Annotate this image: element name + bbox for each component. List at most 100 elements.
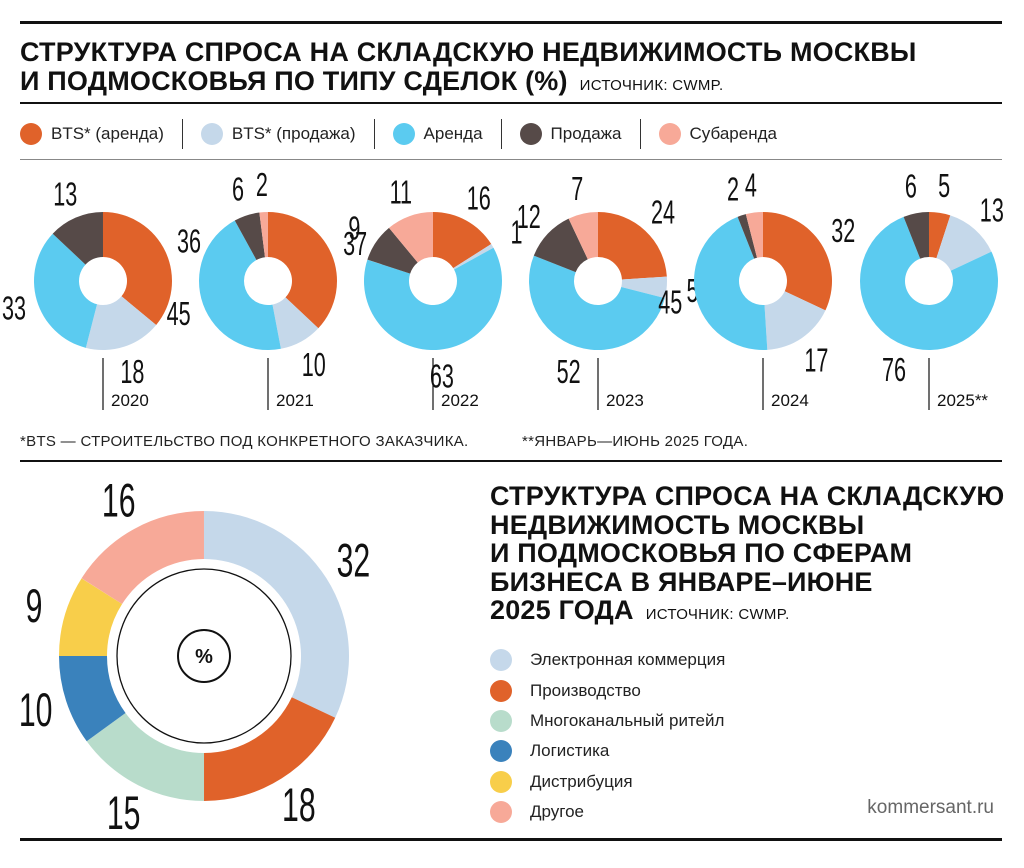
legend-label: Продажа [550, 124, 622, 143]
donut-2022-slice-sublease [389, 212, 433, 263]
donut-2022-label-sale: 9 [348, 209, 360, 247]
donut-2025-slice-rent [859, 216, 998, 350]
donut-2022-label-bts_rent: 16 [467, 179, 491, 217]
donut-2024-label-bts_rent: 32 [831, 211, 855, 249]
donut-2022-label-rent: 63 [430, 357, 454, 395]
donut-2020-slice-bts_sale [85, 296, 157, 351]
donut-2022-slice-rent [364, 247, 502, 350]
donut-2025-label-sale: 6 [905, 167, 917, 205]
legend2-item: Многоканальный ритейл [490, 706, 725, 736]
donut-2025-slice-sale [903, 212, 929, 259]
big-donut-slice-1 [204, 697, 336, 801]
legend2-label: Электронная коммерция [530, 650, 726, 670]
big-donut-slice-5 [81, 511, 204, 605]
donut-2021-label-sale: 6 [232, 170, 244, 208]
donut-2021-slice-sublease [259, 212, 268, 258]
donut-2023-slice-sale [533, 218, 588, 273]
legend2-swatch [490, 740, 512, 763]
legend2-swatch [490, 679, 512, 702]
legend2-label: Другое [530, 802, 585, 822]
bottom-rule [20, 838, 1002, 841]
legend2-item: Электронная коммерция [490, 645, 725, 675]
chart2-title-line2: НЕДВИЖИМОСТЬ МОСКВЫ [490, 509, 865, 540]
donut-2022-slice-bts_sale [453, 244, 494, 270]
legend2-label: Многоканальный ритейл [530, 710, 725, 730]
donut-2024-slice-sublease [745, 212, 763, 258]
legend2-label: Дистрибуция [530, 771, 633, 791]
legend-label: Аренда [423, 124, 483, 143]
donut-2022-label-bts_sale: 1 [510, 213, 522, 251]
chart1-title-line2: И ПОДМОСКОВЬЯ ПО ТИПУ СДЕЛОК (%) [20, 66, 568, 96]
legend2-item: Дистрибуция [490, 767, 725, 797]
legend-item-bts_sale: BTS* (продажа) [200, 123, 356, 145]
legend1-rule [20, 159, 1002, 160]
legend2-item: Производство [490, 675, 725, 705]
donut-2021-label-rent: 45 [167, 294, 191, 332]
donut-2021-slice-bts_rent [268, 212, 337, 329]
chart1-legend: BTS* (аренда) BTS* (продажа) Аренда Продажа… [20, 117, 777, 151]
donut-2024-slice-bts_sale [764, 291, 826, 350]
year-label-2020: 2020 [111, 391, 149, 410]
donut-2024-slice-bts_rent [763, 212, 832, 311]
year-label-2022: 2022 [441, 391, 479, 410]
donut-2025-label-bts_rent: 5 [938, 166, 950, 204]
big-donut-inner-ring [116, 568, 292, 744]
big-donut-slice-3 [59, 656, 126, 742]
legend-separator [181, 119, 183, 149]
year-label-2025: 2025** [937, 391, 988, 410]
footnote-2025: **ЯНВАРЬ—ИЮНЬ 2025 ГОДА. [522, 433, 749, 450]
section-rule [20, 460, 1002, 462]
legend2-item: Логистика [490, 736, 725, 766]
donut-2020-slice-sale [52, 212, 103, 265]
chart1-title: СТРУКТУРА СПРОСА НА СКЛАДСКУЮ НЕДВИЖИМОС… [20, 38, 917, 100]
chart2-title-line1: СТРУКТУРА СПРОСА НА СКЛАДСКУЮ [490, 481, 1005, 511]
year-label-2024: 2024 [771, 391, 809, 410]
donut-2020-label-sale: 13 [53, 175, 77, 213]
chart2-title-line3: И ПОДМОСКОВЬЯ ПО СФЕРАМ [490, 538, 913, 568]
footnote-bts: *BTS — СТРОИТЕЛЬСТВО ПОД КОНКРЕТНОГО ЗАК… [20, 433, 469, 450]
legend-separator [500, 119, 502, 149]
donut-2025-label-bts_sale: 13 [980, 191, 1004, 229]
donut-2023-label-bts_rent: 24 [651, 193, 675, 231]
chart2-title-line5: 2025 ГОДА [490, 595, 634, 625]
chart1-title-line1: СТРУКТУРА СПРОСА НА СКЛАДСКУЮ НЕДВИЖИМОС… [20, 37, 917, 67]
legend-swatch [519, 123, 542, 145]
legend-item-bts_rent: BTS* (аренда) [20, 123, 164, 145]
donut-2024-slice-rent [693, 216, 768, 350]
legend-swatch [20, 123, 42, 145]
donut-2021-slice-bts_sale [272, 297, 319, 349]
legend-label: Субаренда [689, 124, 777, 143]
top-rule [20, 21, 1002, 24]
percent-sign: % [195, 646, 213, 668]
donut-2022-slice-bts_rent [433, 212, 492, 269]
donut-2023-slice-sublease [568, 212, 598, 260]
legend2-item: Другое [490, 797, 725, 827]
donut-2023-slice-bts_sale [621, 276, 668, 299]
legend-item-rent: Аренда [392, 123, 483, 145]
donut-2023-label-rent: 52 [557, 352, 581, 390]
donut-2020-label-rent: 33 [2, 288, 26, 326]
legend2-swatch [490, 801, 512, 824]
donut-2025-label-rent: 76 [882, 350, 906, 388]
big-donut-label-3: 10 [19, 685, 53, 737]
year-label-2021: 2021 [276, 391, 314, 410]
donut-2024-label-sublease: 4 [745, 166, 757, 204]
donut-2022-label-sublease: 11 [390, 173, 412, 211]
legend-separator [373, 119, 375, 149]
legend-label: BTS* (продажа) [231, 124, 356, 143]
donut-2024-label-bts_sale: 17 [804, 341, 828, 379]
donut-2023-slice-rent [529, 255, 665, 351]
percent-circle [177, 629, 231, 683]
legend-swatch [200, 123, 223, 145]
donut-2021-label-bts_rent: 37 [343, 224, 367, 262]
big-donut-slice-4 [59, 578, 123, 656]
big-donut-label-2: 15 [107, 788, 141, 840]
donut-2020-label-bts_rent: 36 [177, 222, 201, 260]
donut-2024-label-sale: 2 [727, 170, 739, 208]
title1-rule [20, 102, 1002, 104]
donut-2023-label-sublease: 7 [571, 169, 583, 207]
legend-item-sublease: Субаренда [658, 123, 777, 145]
big-donut-label-4: 9 [26, 580, 43, 632]
legend2-swatch [490, 709, 512, 732]
